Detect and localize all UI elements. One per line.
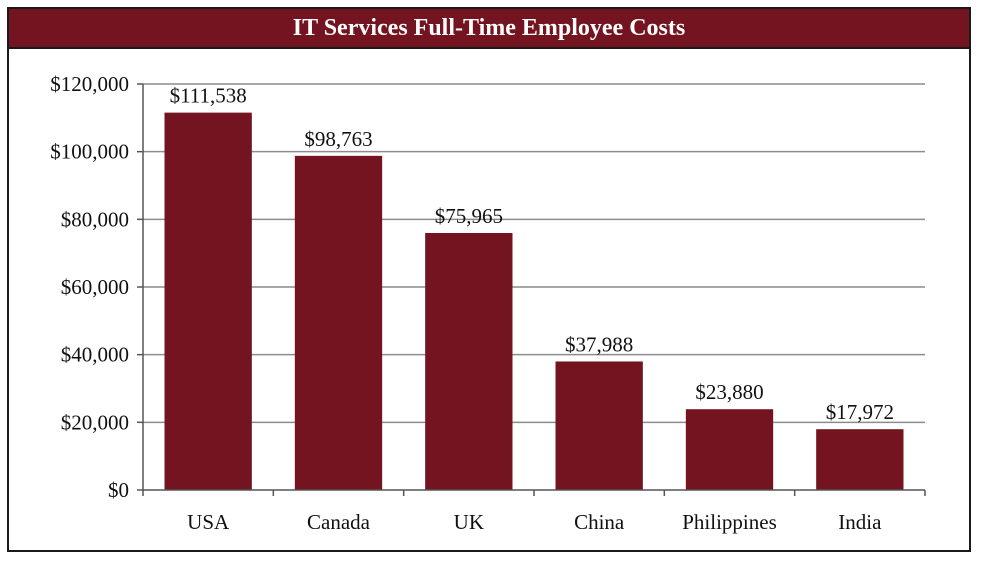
y-tick-label: $100,000	[50, 140, 129, 164]
y-tick-label: $40,000	[61, 343, 129, 367]
bar	[425, 232, 513, 490]
x-tick-label: China	[574, 510, 625, 534]
data-label: $98,763	[304, 127, 372, 151]
gridlines	[143, 83, 925, 424]
y-tick-label: $0	[108, 478, 129, 502]
x-tick-label: Canada	[307, 510, 371, 534]
bar	[685, 409, 774, 490]
data-label: $111,538	[170, 84, 247, 108]
y-tick-label: $20,000	[61, 410, 129, 434]
data-label: $75,965	[435, 204, 503, 228]
data-label: $37,988	[565, 332, 633, 356]
bars	[164, 112, 904, 491]
bar	[164, 112, 252, 491]
bar	[816, 429, 904, 490]
axes	[137, 83, 926, 496]
x-tick-label: India	[838, 510, 882, 534]
y-tick-label: $120,000	[50, 72, 129, 96]
bar	[555, 361, 643, 490]
bar	[294, 155, 383, 490]
x-tick-label: USA	[187, 510, 230, 534]
data-label: $23,880	[695, 380, 763, 404]
y-tick-label: $80,000	[61, 207, 129, 231]
data-label: $17,972	[826, 400, 894, 424]
x-tick-label: Philippines	[682, 510, 777, 534]
y-tick-label: $60,000	[61, 275, 129, 299]
x-tick-label: UK	[454, 510, 484, 534]
chart-title: IT Services Full-Time Employee Costs	[9, 9, 969, 49]
labels: $0 $20,000 $40,000 $60,000 $80,000 $100,000 $1…	[50, 72, 894, 534]
